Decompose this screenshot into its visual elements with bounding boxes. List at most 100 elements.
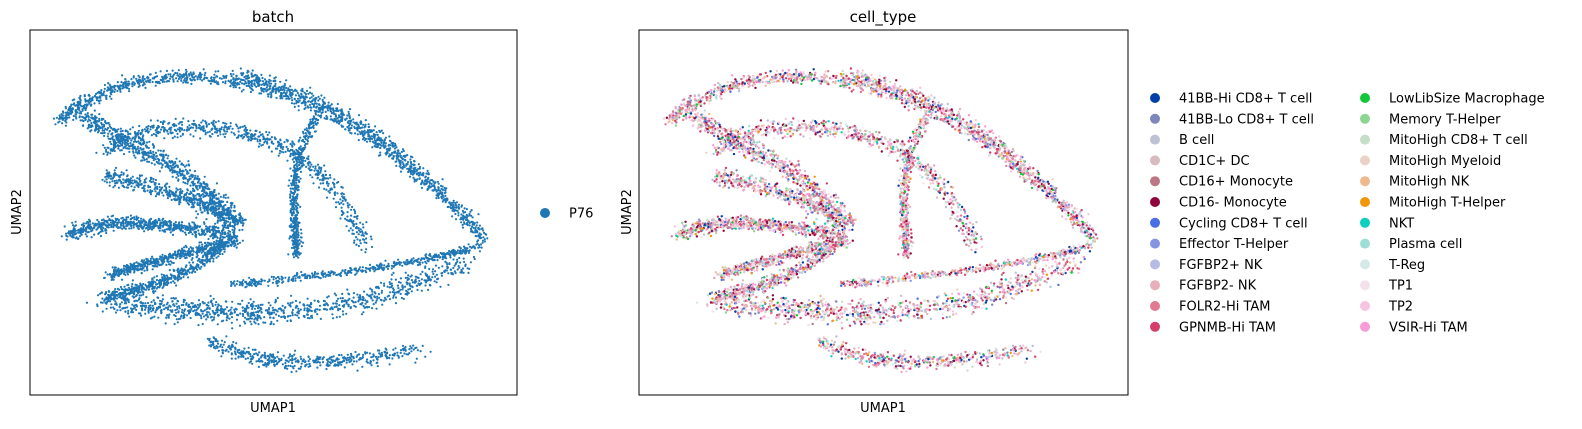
- scatter-point: [237, 77, 240, 80]
- scatter-point: [369, 235, 372, 238]
- scatter-point: [294, 190, 297, 193]
- scatter-point: [382, 143, 385, 146]
- scatter-point: [112, 85, 116, 88]
- scatter-point: [288, 90, 291, 93]
- scatter-point: [425, 181, 428, 185]
- scatter-point: [212, 122, 215, 125]
- scatter-point: [186, 81, 189, 84]
- scatter-point: [117, 145, 120, 148]
- scatter-point: [342, 193, 345, 196]
- scatter-point: [82, 229, 85, 233]
- scatter-point: [352, 121, 355, 124]
- scatter-point: [86, 226, 89, 229]
- scatter-point: [184, 231, 187, 234]
- scatter-point: [388, 135, 391, 138]
- scatter-point: [134, 264, 137, 268]
- scatter-point: [355, 243, 358, 246]
- scatter-point: [156, 187, 159, 190]
- scatter-point: [401, 148, 405, 151]
- scatter-point: [138, 124, 141, 128]
- scatter-point: [278, 152, 281, 155]
- scatter-point: [355, 236, 358, 239]
- scatter-point: [215, 205, 218, 208]
- scatter-point: [164, 73, 167, 76]
- scatter-point: [338, 121, 341, 124]
- scatter-point: [325, 188, 328, 191]
- scatter-point: [229, 125, 232, 128]
- scatter-point: [380, 141, 383, 144]
- scatter-point: [296, 193, 299, 196]
- scatter-point: [235, 82, 239, 85]
- scatter-point: [353, 208, 356, 211]
- scatter-point: [239, 221, 242, 224]
- scatter-point: [204, 133, 207, 136]
- scatter-point: [303, 91, 306, 94]
- scatter-point: [182, 177, 185, 180]
- scatter-point: [217, 217, 220, 220]
- scatter-point: [158, 229, 161, 232]
- scatter-point: [111, 219, 114, 222]
- scatter-point: [235, 246, 238, 249]
- scatter-point: [148, 73, 152, 76]
- scatter-point: [307, 164, 310, 167]
- scatter-point: [340, 201, 343, 204]
- scatter-point: [242, 79, 245, 82]
- scatter-point: [279, 80, 282, 83]
- scatter-point: [355, 231, 359, 234]
- scatter-point: [175, 176, 178, 179]
- scatter-point: [316, 163, 320, 166]
- scatter-point: [218, 205, 221, 208]
- scatter-point: [138, 142, 141, 145]
- scatter-point: [104, 271, 107, 274]
- scatter-point: [122, 181, 125, 184]
- scatter-point: [130, 185, 133, 188]
- scatter-point: [98, 102, 101, 105]
- scatter-point: [299, 205, 302, 208]
- scatter-point: [153, 163, 156, 166]
- scatter-point: [154, 151, 158, 154]
- scatter-point: [293, 175, 296, 178]
- scatter-point: [425, 172, 428, 175]
- scatter-point: [181, 247, 184, 250]
- scatter-point: [251, 69, 254, 72]
- scatter-point: [210, 80, 213, 83]
- scatter-point: [299, 228, 303, 231]
- scatter-point: [222, 74, 225, 78]
- scatter-point: [198, 233, 202, 236]
- scatter-point: [52, 117, 56, 120]
- scatter-point: [305, 96, 308, 99]
- scatter-point: [81, 109, 84, 112]
- scatter-point: [221, 81, 225, 84]
- scatter-point: [182, 73, 185, 76]
- scatter-point: [222, 76, 226, 79]
- scatter-point: [454, 212, 457, 216]
- scatter-point: [220, 77, 223, 80]
- scatter-point: [152, 159, 155, 162]
- scatter-point: [99, 99, 102, 102]
- scatter-point: [84, 233, 87, 236]
- scatter-point: [280, 88, 283, 91]
- scatter-point: [84, 100, 87, 103]
- scatter-point: [161, 79, 164, 82]
- scatter-point: [348, 129, 351, 132]
- scatter-point: [97, 129, 100, 132]
- scatter-point: [100, 132, 103, 135]
- scatter-point: [427, 185, 430, 188]
- scatter-point: [257, 84, 260, 87]
- scatter-point: [365, 221, 368, 224]
- scatter-point: [165, 187, 168, 191]
- scatter-point: [406, 163, 409, 166]
- scatter-point: [297, 250, 300, 253]
- scatter-point: [132, 76, 135, 79]
- scatter-point: [148, 80, 151, 83]
- scatter-point: [239, 126, 242, 129]
- scatter-point: [295, 176, 298, 179]
- scatter-point: [156, 119, 159, 122]
- scatter-point: [325, 196, 329, 199]
- scatter-point: [228, 216, 231, 219]
- scatter-point: [430, 178, 434, 182]
- scatter-point: [135, 140, 138, 144]
- scatter-point: [418, 167, 421, 170]
- scatter-point: [239, 218, 242, 221]
- scatter-point: [246, 75, 249, 78]
